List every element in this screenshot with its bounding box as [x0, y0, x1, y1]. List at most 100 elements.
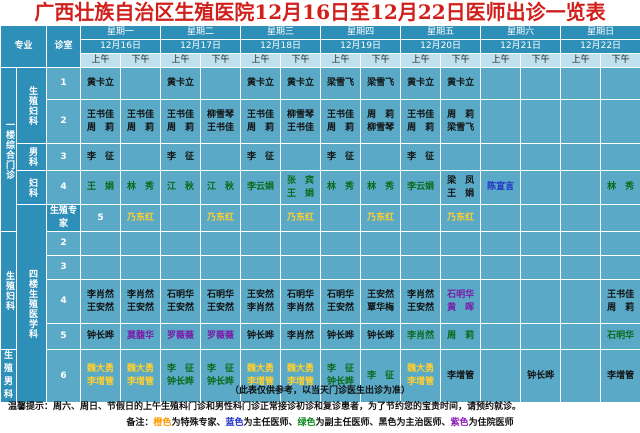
doctor-cell: 周 莉 梁雪飞: [440, 99, 482, 144]
dept-male: 男科: [15, 143, 48, 171]
doctor-cell: 张 宾 王 娟: [280, 170, 322, 205]
doctor-cell: [280, 143, 322, 171]
doctor-cell: [360, 231, 402, 256]
room-number: 2: [46, 231, 82, 256]
doctor-cell: 魏大勇 李增管: [80, 349, 122, 403]
legend-text: 为特殊专家、: [171, 418, 226, 428]
doctor-cell: [400, 204, 442, 232]
header-pm: 下午: [120, 53, 162, 68]
doctor-cell: 魏大勇 李增管: [120, 349, 162, 403]
doctor-cell: [520, 99, 562, 144]
doctor-cell: [120, 255, 162, 280]
header-weekday: 星期四: [320, 25, 402, 40]
doctor-cell: 石明华: [600, 323, 640, 350]
doctor-cell: 李增管: [440, 349, 482, 403]
header-pm: 下午: [280, 53, 322, 68]
doctor-cell: 李 征 钟长晔: [160, 349, 202, 403]
doctor-cell: 梁 凤 王 娟: [440, 170, 482, 205]
doctor-cell: [120, 143, 162, 171]
header-weekday: 星期六: [480, 25, 562, 40]
doctor-cell: [240, 255, 282, 280]
doctor-cell: 乃东红: [120, 204, 162, 232]
doctor-cell: [600, 204, 640, 232]
doctor-cell: [560, 204, 602, 232]
room-number: 6: [46, 349, 82, 403]
table-row: 一楼综合门诊 生殖妇科 1 黄卡立 黄卡立 黄卡立 黄卡立 梁雪飞 梁雪飞 黄卡立 黄卡立: [0, 67, 640, 232]
header-date: 12月16日: [80, 39, 162, 54]
doctor-cell: 李 征 钟长晔: [320, 349, 362, 403]
header-am: 上午: [320, 53, 362, 68]
header-date: 12月21日: [480, 39, 562, 54]
doctor-cell: 梁雪飞: [360, 67, 402, 100]
legend-text: 为副主任医师、: [315, 418, 379, 428]
doctor-cell: 李云娟: [240, 170, 282, 205]
doctor-cell: 钟长晔: [80, 323, 122, 350]
doctor-cell: 林 秀: [120, 170, 162, 205]
notes-area: （此表仅供参考，以当天门诊医生出诊为准） 温馨提示：周六、周日、节假日的上午生殖…: [0, 383, 640, 433]
doctor-cell: [560, 67, 602, 100]
doctor-cell: 李肖然 王安然: [400, 279, 442, 324]
table-row: 妇科 4 王 娟林 秀江 秋江 秋李云娟张 宾 王 娟林 秀林 秀李云娟梁 凤 王 …: [1, 170, 640, 205]
doctor-cell: 黄卡立: [440, 67, 482, 100]
doctor-cell: [520, 255, 562, 280]
room-number: 4: [46, 279, 82, 324]
disclaimer-note: （此表仅供参考，以当天门诊医生出诊为准）: [229, 386, 410, 396]
doctor-cell: [560, 99, 602, 144]
dept-expert: 生殖专家: [46, 204, 82, 232]
legend-prefix: 备注：: [126, 418, 154, 428]
doctor-cell: [360, 143, 402, 171]
doctor-cell: [480, 99, 522, 144]
doctor-cell: [560, 349, 602, 403]
doctor-cell: [520, 170, 562, 205]
header-am: 上午: [560, 53, 602, 68]
doctor-cell: [600, 143, 640, 171]
doctor-cell: [440, 255, 482, 280]
doctor-cell: [200, 255, 242, 280]
doctor-cell: [560, 231, 602, 256]
doctor-cell: [480, 279, 522, 324]
dept-gyn2: 生殖妇科: [0, 231, 17, 350]
doctor-cell: 黄卡立: [80, 67, 122, 100]
header-row-days: 专业 诊室 星期一 星期二 星期三 星期四 星期五 星期六 星期日: [0, 25, 640, 68]
doctor-cell: 石明华 黄 晖: [440, 279, 482, 324]
header-am: 上午: [400, 53, 442, 68]
doctor-cell: 李 征 钟长晔: [200, 349, 242, 403]
header-pm: 下午: [440, 53, 482, 68]
schedule-table: 专业 诊室 星期一 星期二 星期三 星期四 星期五 星期六 星期日 12月16日 12月17日 12月…: [0, 25, 640, 403]
header-am: 上午: [480, 53, 522, 68]
doctor-cell: 李 征: [240, 143, 282, 171]
doctor-cell: [200, 67, 242, 100]
doctor-cell: 钟长晔: [520, 349, 562, 403]
legend-color-word: 绿色: [297, 418, 316, 428]
table-row: 生殖男科 6 魏大勇 李增管 魏大勇 李增管李 征 钟长晔李 征 钟长晔 魏大勇 李增管…: [0, 349, 640, 403]
doctor-cell: 黄卡立: [400, 67, 442, 100]
doctor-cell: [560, 255, 602, 280]
doctor-cell: 江 秋: [160, 170, 202, 205]
doctor-cell: [200, 231, 242, 256]
doctor-cell: 乃东红: [440, 204, 482, 232]
doctor-cell: [320, 255, 362, 280]
doctor-cell: [320, 231, 362, 256]
legend-color-word: 黑色: [378, 418, 397, 428]
doctor-cell: [120, 67, 162, 100]
dept-fu: 妇科: [15, 170, 48, 205]
doctor-cell: [280, 255, 322, 280]
doctor-cell: 林 秀: [600, 170, 640, 205]
doctor-cell: 王安然 李肖然: [240, 279, 282, 324]
doctor-cell: 林 秀: [320, 170, 362, 205]
legend-text: 为主任医师、: [243, 418, 298, 428]
doctor-cell: 黄卡立: [280, 67, 322, 100]
doctor-cell: 石明华 王安然: [320, 279, 362, 324]
section-floor4: 四楼生殖医学科: [15, 204, 48, 403]
header-weekday: 星期一: [80, 25, 162, 40]
room-number: 2: [46, 99, 82, 144]
doctor-cell: 钟长晔: [240, 323, 282, 350]
header-weekday: 星期日: [560, 25, 640, 40]
header-date: 12月17日: [160, 39, 242, 54]
doctor-cell: 李增管: [600, 349, 640, 403]
header-date: 12月22日: [560, 39, 640, 54]
doctor-cell: 王书佳 周 莉: [80, 99, 122, 144]
room-number: 3: [46, 143, 82, 171]
doctor-cell: [360, 255, 402, 280]
doctor-cell: 乃东红: [200, 204, 242, 232]
